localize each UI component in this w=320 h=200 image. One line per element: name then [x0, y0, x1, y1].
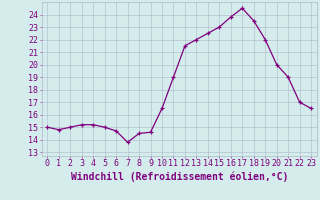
X-axis label: Windchill (Refroidissement éolien,°C): Windchill (Refroidissement éolien,°C)	[70, 171, 288, 182]
